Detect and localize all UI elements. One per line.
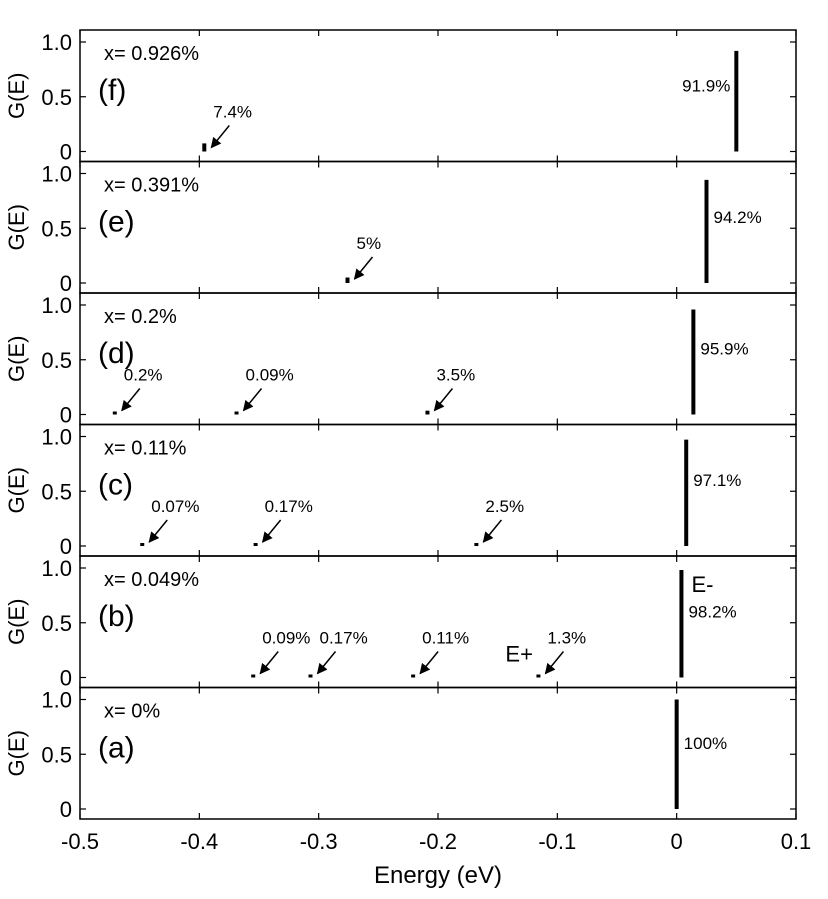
y-tick-label: 0 <box>60 797 72 822</box>
peak-bar <box>411 674 416 678</box>
peak-arrow <box>419 651 439 675</box>
peak-label: 98.2% <box>688 602 736 621</box>
y-axis-label: G(E) <box>4 336 29 382</box>
panel-x-label: x= 0.926% <box>104 43 199 65</box>
x-tick-label: -0.2 <box>419 829 457 854</box>
peak-label: 0.09% <box>262 629 310 648</box>
y-tick-label: 0.5 <box>41 611 72 636</box>
peak-arrow <box>482 519 502 543</box>
peak-label: 0.17% <box>265 497 313 516</box>
peak-label: 94.2% <box>714 208 762 227</box>
peak-arrow <box>433 388 454 412</box>
peak-bar <box>536 674 541 678</box>
peak-bar <box>202 143 207 152</box>
peak-label: 7.4% <box>213 103 252 122</box>
x-tick-label: -0.5 <box>61 829 99 854</box>
y-axis-label: G(E) <box>4 730 29 776</box>
y-tick-label: 1.0 <box>41 293 72 318</box>
y-tick-label: 0.5 <box>41 216 72 241</box>
peak-label: 5% <box>357 234 382 253</box>
peak-label: 0.17% <box>320 629 368 648</box>
panel-frame <box>79 423 797 557</box>
peak-bar <box>474 543 479 546</box>
peak-arrow <box>148 519 168 543</box>
y-tick-label: 1.0 <box>41 30 72 55</box>
y-tick-label: 1.0 <box>41 425 72 450</box>
peak-arrow <box>544 651 565 675</box>
panel-x-label: x= 0.11% <box>104 438 187 460</box>
peak-bar <box>253 543 258 546</box>
peak-label: 3.5% <box>436 366 475 385</box>
panel-tag: (a) <box>98 732 135 765</box>
y-tick-label: 0 <box>60 666 72 691</box>
y-axis-label: G(E) <box>4 73 29 119</box>
peak-bar <box>251 674 256 678</box>
x-axis-label: Energy (eV) <box>374 862 502 889</box>
peak-arrow <box>353 256 374 280</box>
peak-bar <box>140 543 145 546</box>
y-tick-label: 0.5 <box>41 348 72 373</box>
peak-arrow <box>121 388 141 412</box>
peak-label: 1.3% <box>547 629 586 648</box>
panel-frame <box>79 686 797 820</box>
y-axis-label: G(E) <box>4 467 29 513</box>
peak-bar <box>112 411 117 415</box>
y-tick-label: 0.5 <box>41 479 72 504</box>
panel-x-label: x= 0.049% <box>104 569 199 591</box>
peak-arrow <box>316 651 337 675</box>
peak-label: 95.9% <box>700 339 748 358</box>
annotation-e-plus: E+ <box>505 642 533 667</box>
peak-label: 0.2% <box>124 366 163 385</box>
y-tick-label: 0.5 <box>41 742 72 767</box>
annotation-e-minus: E- <box>691 572 713 597</box>
panel-tag: (c) <box>98 469 133 502</box>
panel-x-label: x= 0.2% <box>104 306 177 328</box>
peak-label: 97.1% <box>693 471 741 490</box>
panel-x-label: x= 0.391% <box>104 175 199 197</box>
y-tick-label: 0 <box>60 403 72 428</box>
x-tick-label: -0.3 <box>300 829 338 854</box>
x-tick-label: 0 <box>671 829 683 854</box>
peak-arrow <box>210 125 230 149</box>
peak-arrow <box>242 388 263 412</box>
peak-label: 0.07% <box>151 497 199 516</box>
y-tick-label: 0 <box>60 534 72 559</box>
panel-tag: (d) <box>98 337 135 370</box>
peak-bar <box>308 674 313 678</box>
peak-arrow <box>261 519 282 543</box>
peak-label: 2.5% <box>485 497 524 516</box>
panel-frame <box>79 292 797 426</box>
y-tick-label: 1.0 <box>41 688 72 713</box>
x-tick-label: 0.1 <box>781 829 812 854</box>
x-tick-label: -0.1 <box>538 829 576 854</box>
peak-label: 0.09% <box>246 366 294 385</box>
panel-tag: (f) <box>98 74 126 107</box>
peak-arrow <box>259 651 279 675</box>
y-tick-label: 0 <box>60 140 72 165</box>
panel-tag: (e) <box>98 206 135 239</box>
peak-bar <box>425 410 430 415</box>
peak-bar <box>234 411 239 415</box>
peak-label: 0.11% <box>422 629 469 648</box>
y-tick-label: 0.5 <box>41 85 72 110</box>
y-tick-label: 1.0 <box>41 556 72 581</box>
x-tick-label: -0.4 <box>180 829 218 854</box>
y-tick-label: 0 <box>60 271 72 296</box>
peak-bar <box>345 277 350 283</box>
peak-label: 91.9% <box>682 76 730 95</box>
y-axis-label: G(E) <box>4 204 29 250</box>
y-axis-label: G(E) <box>4 599 29 645</box>
y-tick-label: 1.0 <box>41 162 72 187</box>
panel-tag: (b) <box>98 600 135 633</box>
peak-label: 100% <box>684 734 727 753</box>
panel-x-label: x= 0% <box>104 701 160 723</box>
